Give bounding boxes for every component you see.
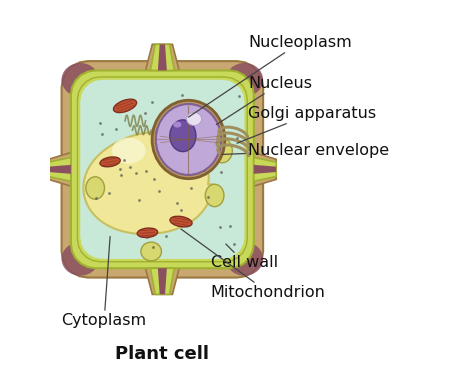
Ellipse shape (212, 138, 232, 163)
Text: Plant cell: Plant cell (115, 346, 210, 364)
Polygon shape (254, 153, 276, 186)
Polygon shape (150, 44, 174, 70)
Polygon shape (254, 165, 276, 174)
Ellipse shape (62, 242, 99, 276)
Polygon shape (62, 61, 263, 277)
Ellipse shape (137, 228, 158, 238)
Ellipse shape (62, 63, 99, 97)
Ellipse shape (113, 99, 137, 112)
Polygon shape (48, 153, 71, 186)
Polygon shape (150, 268, 174, 294)
Polygon shape (146, 268, 179, 294)
Text: Cell wall: Cell wall (211, 244, 278, 270)
Text: Nuclear envelope: Nuclear envelope (222, 143, 389, 158)
Ellipse shape (100, 157, 120, 167)
Ellipse shape (86, 177, 104, 199)
Ellipse shape (226, 242, 263, 276)
Text: Golgi apparatus: Golgi apparatus (237, 106, 376, 143)
Ellipse shape (187, 112, 201, 126)
Polygon shape (71, 70, 254, 268)
Polygon shape (146, 44, 179, 70)
Ellipse shape (152, 100, 225, 179)
Polygon shape (158, 44, 167, 70)
Polygon shape (80, 80, 245, 259)
Polygon shape (77, 77, 247, 262)
Ellipse shape (141, 242, 162, 261)
Polygon shape (48, 158, 71, 181)
Polygon shape (48, 165, 71, 174)
Polygon shape (83, 132, 212, 234)
Text: Nucleus: Nucleus (217, 76, 312, 124)
Ellipse shape (205, 184, 224, 207)
Ellipse shape (170, 216, 192, 227)
Ellipse shape (226, 63, 263, 97)
Text: Cytoplasm: Cytoplasm (62, 237, 147, 328)
Ellipse shape (173, 121, 182, 127)
Ellipse shape (156, 104, 221, 175)
Text: Mitochondrion: Mitochondrion (181, 229, 326, 300)
Ellipse shape (112, 138, 146, 164)
Polygon shape (254, 158, 276, 181)
Text: Nucleoplasm: Nucleoplasm (189, 35, 352, 117)
Polygon shape (158, 268, 167, 294)
Ellipse shape (170, 120, 196, 152)
